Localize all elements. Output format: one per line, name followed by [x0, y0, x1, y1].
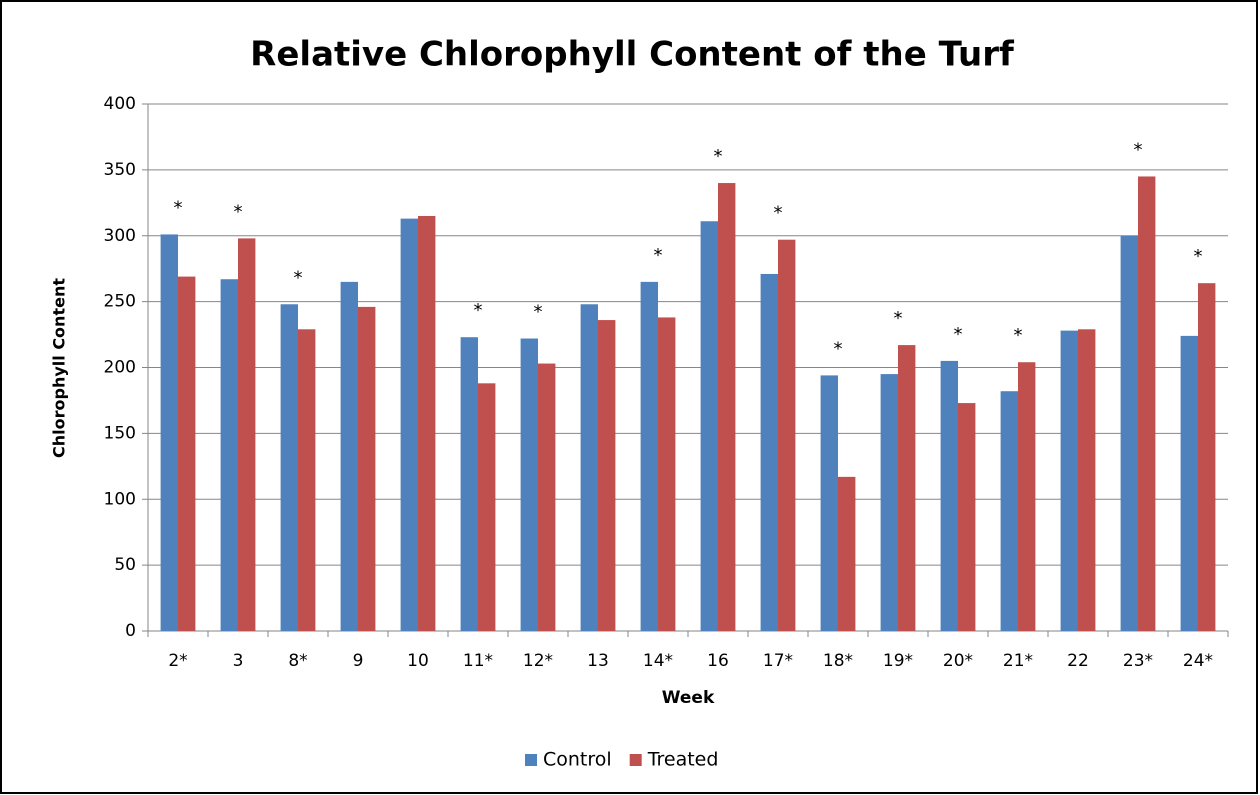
- bar: [298, 329, 316, 631]
- bar: [1078, 329, 1096, 631]
- y-tick-label: 250: [104, 292, 136, 312]
- x-tick-label: 14*: [643, 651, 673, 671]
- x-tick-label: 23*: [1123, 651, 1153, 671]
- bar: [178, 276, 196, 631]
- bar: [1120, 235, 1138, 631]
- annotation: *: [534, 302, 543, 323]
- x-tick-label: 8*: [288, 651, 307, 671]
- y-tick-label: 150: [104, 423, 136, 443]
- x-tick-label: 18*: [823, 651, 853, 671]
- bar: [760, 273, 778, 631]
- y-tick-label: 400: [104, 94, 136, 114]
- annotation: *: [234, 201, 243, 222]
- y-axis-title: Chlorophyll Content: [50, 278, 69, 458]
- y-tick-label: 0: [125, 621, 136, 641]
- annotation: *: [954, 324, 963, 345]
- bar: [1060, 330, 1078, 631]
- annotation: *: [894, 308, 903, 329]
- bar: [700, 221, 718, 631]
- x-tick-label: 3: [233, 651, 244, 671]
- bar: [460, 337, 478, 631]
- y-tick-label: 300: [104, 226, 136, 246]
- x-tick-label: 12*: [523, 651, 553, 671]
- x-tick-label: 21*: [1003, 651, 1033, 671]
- bar: [340, 281, 358, 631]
- bar: [1180, 335, 1198, 631]
- annotation: *: [714, 146, 723, 167]
- x-axis-title: Week: [662, 688, 715, 708]
- chart-title: Relative Chlorophyll Content of the Turf: [250, 35, 1015, 75]
- x-tick-label: 20*: [943, 651, 973, 671]
- annotation: *: [1134, 139, 1143, 160]
- x-tick-label: 11*: [463, 651, 493, 671]
- bar: [898, 345, 916, 631]
- bar: [838, 476, 856, 631]
- bar: [880, 374, 898, 631]
- x-tick-label: 2*: [168, 651, 187, 671]
- legend-swatch: [629, 754, 642, 766]
- bar: [238, 238, 256, 631]
- annotation: *: [654, 245, 663, 266]
- annotation: *: [774, 203, 783, 224]
- legend-label: Control: [543, 749, 612, 771]
- y-tick-label: 100: [104, 489, 136, 509]
- y-tick-label: 350: [104, 160, 136, 180]
- annotation: *: [474, 300, 483, 321]
- bar: [778, 239, 796, 631]
- legend-label: Treated: [647, 749, 719, 771]
- annotation: *: [294, 267, 303, 288]
- x-tick-label: 16: [707, 651, 729, 671]
- bar: [1018, 362, 1036, 631]
- bar: [640, 281, 658, 631]
- bar: [958, 403, 976, 631]
- bar: [820, 375, 838, 631]
- bar: [538, 363, 556, 631]
- bar: [280, 304, 298, 631]
- y-tick-label: 200: [104, 358, 136, 378]
- x-tick-label: 22: [1067, 651, 1089, 671]
- bar: [1000, 391, 1018, 631]
- bar: [400, 218, 418, 631]
- x-tick-label: 10: [407, 651, 429, 671]
- x-tick-label: 9: [353, 651, 364, 671]
- bar: [418, 215, 436, 632]
- y-tick-label: 50: [114, 555, 136, 575]
- bar: [1198, 283, 1216, 631]
- bar: [478, 383, 496, 631]
- bar: [520, 338, 538, 631]
- bar: [580, 304, 598, 631]
- bar: [718, 183, 736, 632]
- bar: [1138, 176, 1156, 631]
- bar: [358, 306, 376, 631]
- bar: [658, 317, 676, 631]
- annotation: *: [174, 197, 183, 218]
- bar: [940, 360, 958, 631]
- x-tick-label: 24*: [1183, 651, 1213, 671]
- x-tick-label: 19*: [883, 651, 913, 671]
- bar: [220, 279, 238, 631]
- annotation: *: [1194, 246, 1203, 267]
- annotation: *: [834, 338, 843, 359]
- bar: [598, 320, 616, 631]
- legend-swatch: [525, 754, 537, 766]
- bar: [160, 234, 178, 631]
- x-tick-label: 17*: [763, 651, 793, 671]
- annotation: *: [1014, 325, 1023, 346]
- x-tick-label: 13: [587, 651, 609, 671]
